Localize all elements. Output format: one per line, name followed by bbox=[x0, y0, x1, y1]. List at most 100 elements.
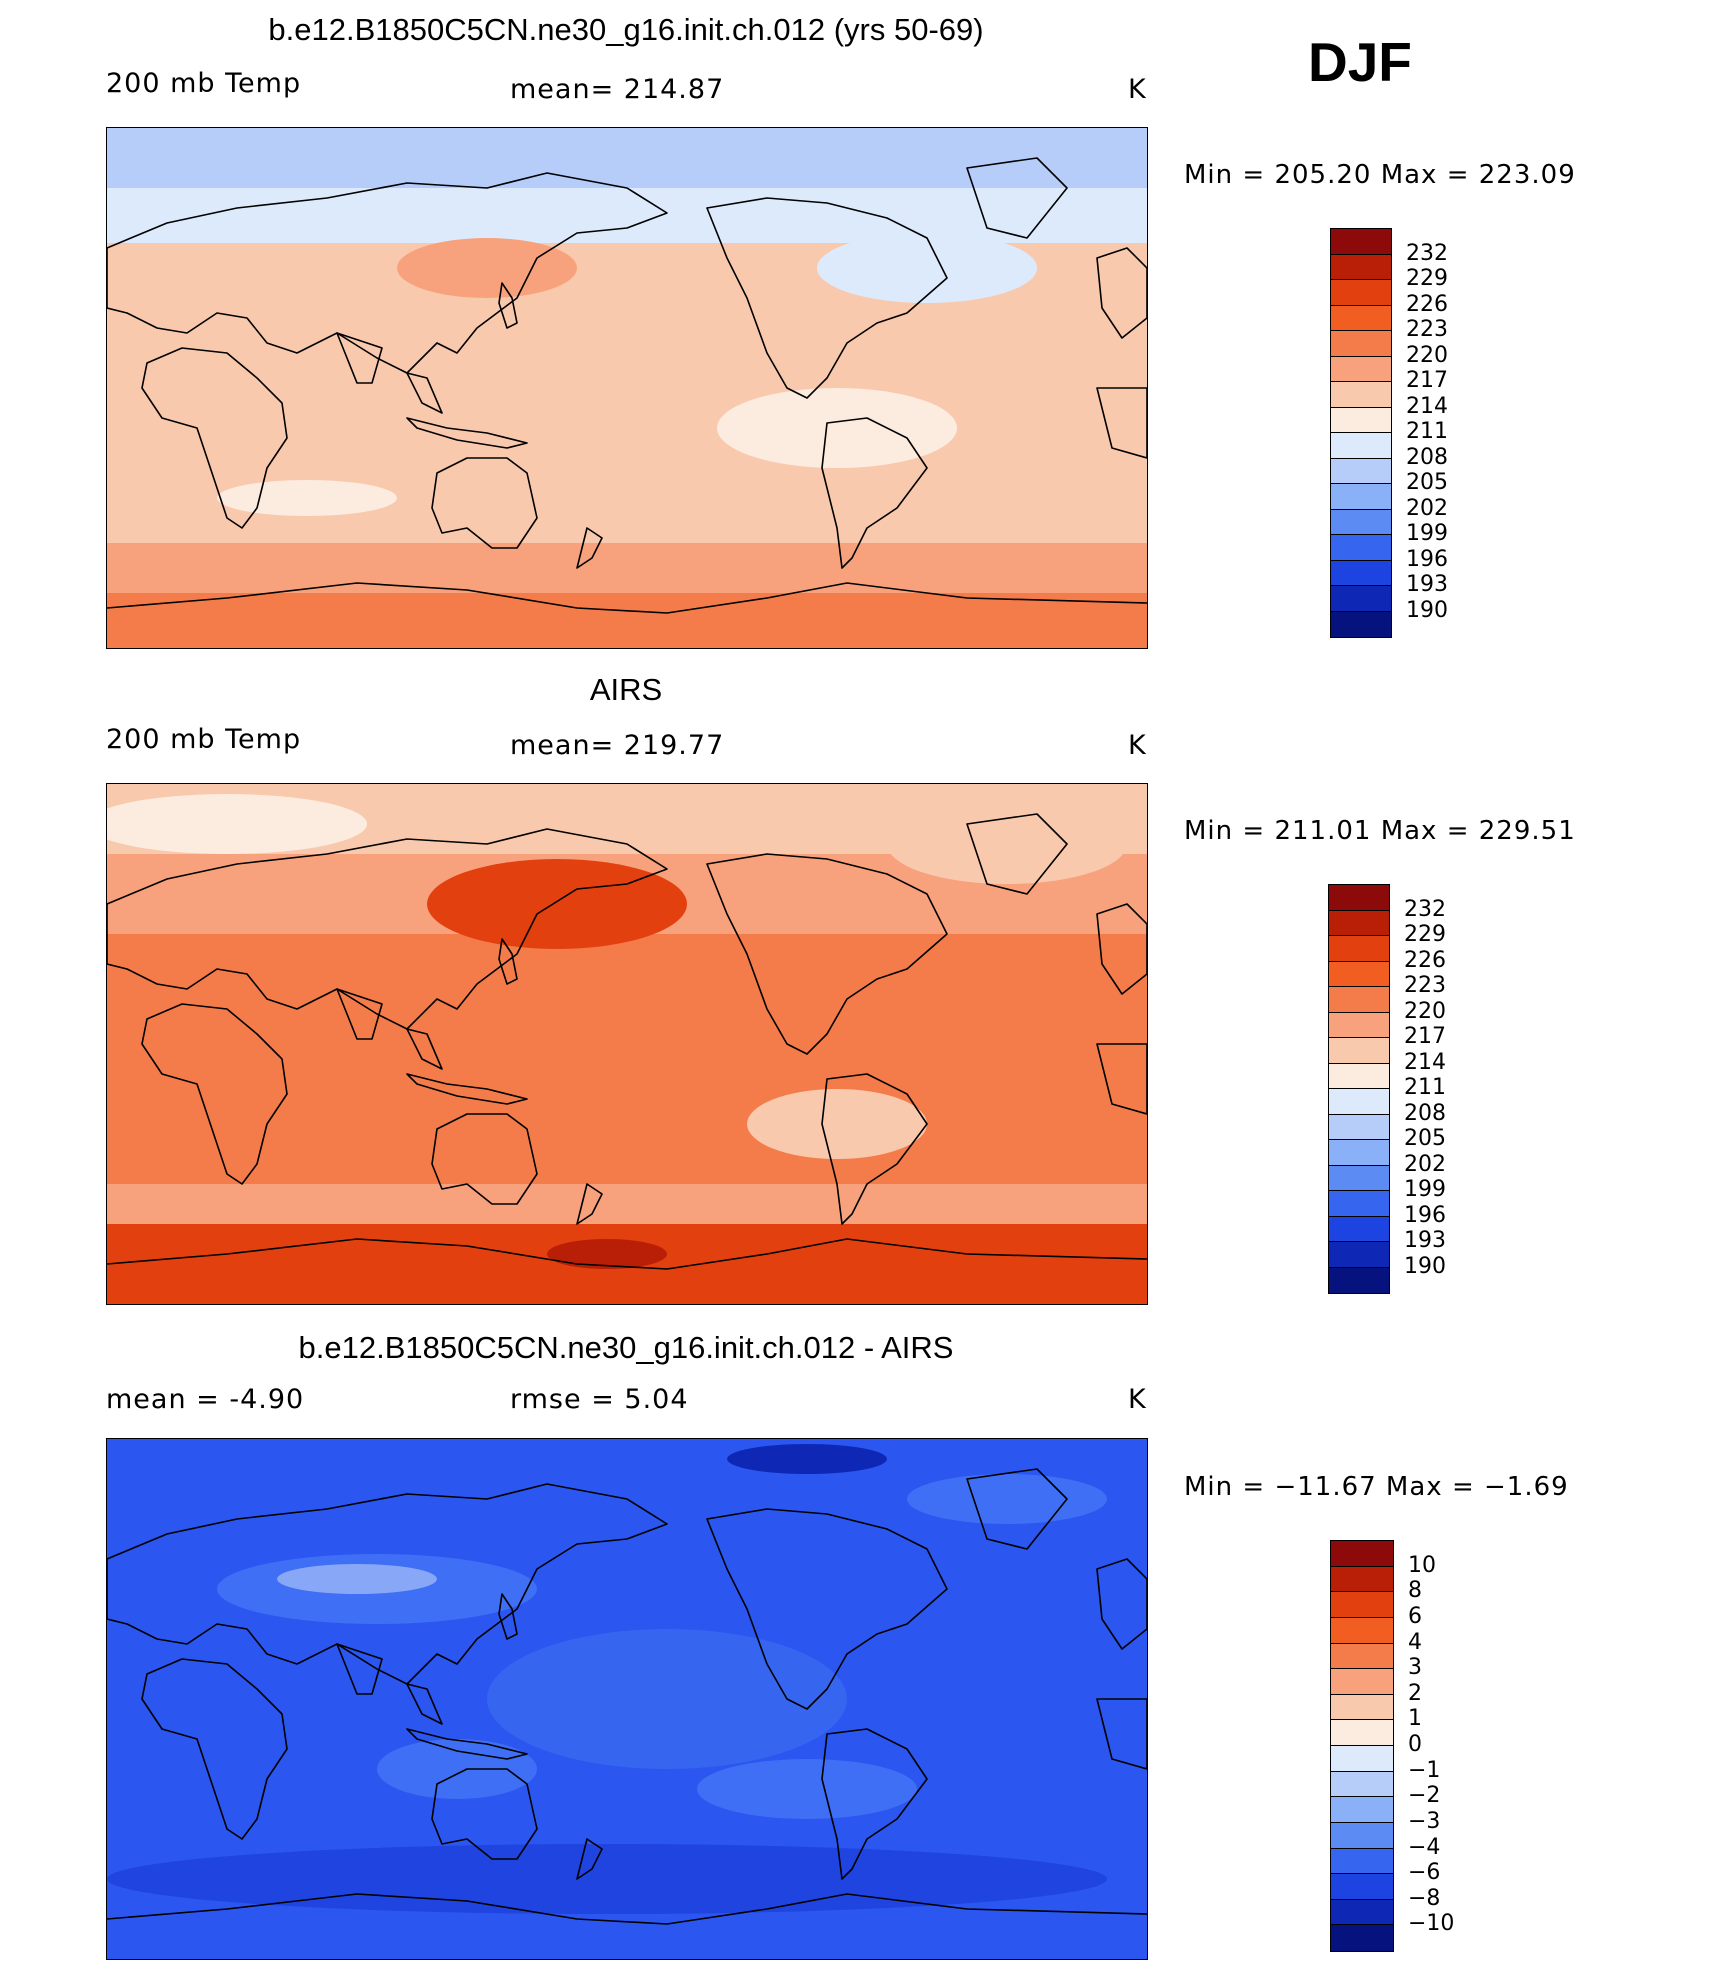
colorbar-label: 217 bbox=[1404, 1024, 1446, 1049]
colorbar-label: 193 bbox=[1406, 572, 1448, 597]
coastline bbox=[706, 197, 948, 399]
coastline bbox=[107, 1483, 668, 1685]
contour-map bbox=[106, 783, 1148, 1305]
colorbar-swatch bbox=[1331, 1566, 1393, 1593]
colorbar-label: −2 bbox=[1408, 1783, 1441, 1809]
colorbar-label: 196 bbox=[1406, 546, 1448, 572]
colorbar-label: 199 bbox=[1404, 1177, 1446, 1202]
colorbar-swatch bbox=[1329, 1063, 1389, 1089]
coastline bbox=[431, 457, 538, 549]
coastline bbox=[966, 1468, 1068, 1550]
contour-region bbox=[107, 794, 367, 854]
colorbar-swatch bbox=[1331, 484, 1391, 510]
colorbar-swatch bbox=[1331, 1694, 1393, 1721]
coastline bbox=[821, 1073, 928, 1225]
coastline bbox=[576, 1838, 603, 1880]
coastline bbox=[706, 853, 948, 1055]
colorbar-label: 229 bbox=[1404, 922, 1446, 947]
colorbar-label: 232 bbox=[1404, 896, 1446, 922]
colorbar-label: 229 bbox=[1406, 266, 1448, 291]
colorbar-label: 214 bbox=[1404, 1049, 1446, 1075]
colorbar-swatch bbox=[1331, 535, 1391, 561]
coastline bbox=[107, 172, 668, 374]
colorbar bbox=[1328, 884, 1390, 1294]
contour-map bbox=[106, 127, 1148, 649]
colorbar-swatch bbox=[1329, 1267, 1389, 1293]
colorbar-label: 3 bbox=[1408, 1655, 1422, 1681]
coastline bbox=[1096, 1043, 1147, 1115]
colorbar-label: 0 bbox=[1408, 1732, 1422, 1757]
colorbar-swatch bbox=[1329, 885, 1389, 911]
coastline bbox=[1096, 247, 1147, 339]
coastline bbox=[966, 157, 1068, 239]
coastline bbox=[107, 1893, 1147, 1925]
contour-band bbox=[107, 934, 1147, 1184]
units-label: K bbox=[1128, 74, 1147, 105]
colorbar-swatch bbox=[1331, 382, 1391, 408]
colorbar-label: 10 bbox=[1408, 1552, 1436, 1578]
coastline bbox=[336, 988, 383, 1040]
mean-label: mean= 219.77 bbox=[510, 730, 725, 761]
colorbar-swatch bbox=[1331, 254, 1391, 280]
colorbar-label: 2 bbox=[1408, 1680, 1422, 1706]
colorbar-swatch bbox=[1331, 586, 1391, 612]
colorbar-swatch bbox=[1331, 1669, 1393, 1695]
colorbar-label: 1 bbox=[1408, 1706, 1422, 1732]
colorbar-label: 226 bbox=[1404, 947, 1446, 973]
coastline bbox=[107, 828, 668, 1030]
contour-region bbox=[887, 804, 1127, 884]
contour-band bbox=[107, 1184, 1147, 1224]
colorbar-swatch bbox=[1329, 1038, 1389, 1064]
colorbar-label: 205 bbox=[1406, 470, 1448, 495]
contour-band bbox=[107, 543, 1147, 593]
colorbar-swatch bbox=[1331, 611, 1391, 637]
colorbar-label: 208 bbox=[1406, 444, 1448, 470]
colorbar-label: −6 bbox=[1408, 1860, 1441, 1886]
colorbar-label: 217 bbox=[1406, 368, 1448, 393]
colorbar-swatch bbox=[1331, 356, 1391, 382]
coastline bbox=[498, 938, 518, 985]
variable-label: 200 mb Temp bbox=[106, 68, 302, 99]
colorbar-swatch bbox=[1329, 987, 1389, 1013]
mean-label: mean= 214.87 bbox=[510, 74, 725, 105]
colorbar-swatch bbox=[1329, 1191, 1389, 1217]
contour-band bbox=[107, 128, 1147, 188]
colorbar-swatch bbox=[1331, 305, 1391, 331]
coastline bbox=[498, 1593, 518, 1640]
season-label: DJF bbox=[1308, 31, 1412, 93]
coastline bbox=[1096, 1558, 1147, 1650]
units-label: K bbox=[1128, 730, 1147, 761]
colorbar-swatch bbox=[1329, 1216, 1389, 1242]
contour-region bbox=[427, 859, 687, 949]
colorbar-swatch bbox=[1329, 910, 1389, 936]
colorbar-swatch bbox=[1329, 1140, 1389, 1166]
coastline bbox=[107, 1238, 1147, 1270]
coastline bbox=[406, 1073, 528, 1105]
colorbar-swatch bbox=[1331, 1848, 1393, 1875]
coastline bbox=[431, 1113, 538, 1205]
colorbar-swatch bbox=[1329, 936, 1389, 962]
colorbar-label: 190 bbox=[1404, 1253, 1446, 1279]
coastline bbox=[336, 332, 383, 384]
coastline bbox=[406, 1683, 443, 1725]
contour-region bbox=[217, 480, 397, 516]
coastline bbox=[1096, 387, 1147, 459]
colorbar-swatch bbox=[1329, 961, 1389, 987]
colorbar-swatch bbox=[1331, 433, 1391, 459]
colorbar-swatch bbox=[1331, 407, 1391, 433]
colorbar-label: 223 bbox=[1404, 973, 1446, 998]
colorbar-swatch bbox=[1331, 1899, 1393, 1926]
coastline bbox=[141, 1658, 288, 1840]
coastline bbox=[406, 1028, 443, 1070]
coastline bbox=[498, 282, 518, 329]
colorbar-swatch bbox=[1331, 1746, 1393, 1772]
colorbar-label: 202 bbox=[1404, 1151, 1446, 1177]
contour-region bbox=[377, 1739, 537, 1799]
coastline bbox=[821, 1728, 928, 1880]
colorbar-label: 226 bbox=[1406, 291, 1448, 317]
colorbar-swatch bbox=[1331, 280, 1391, 306]
colorbar-label: 196 bbox=[1404, 1202, 1446, 1228]
colorbar-label: 4 bbox=[1408, 1629, 1422, 1655]
contour-map bbox=[106, 1438, 1148, 1960]
colorbar-swatch bbox=[1331, 1643, 1393, 1670]
